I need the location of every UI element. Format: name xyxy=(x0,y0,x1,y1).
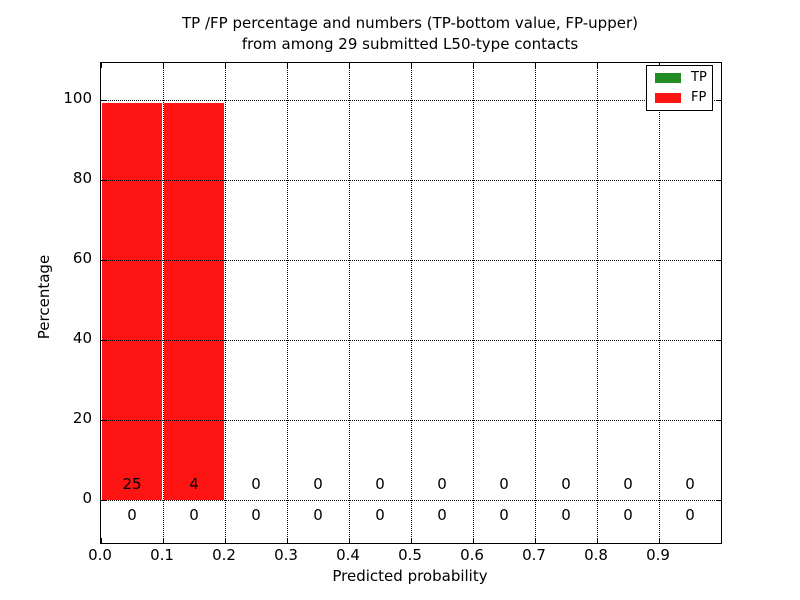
fp-count-label: 0 xyxy=(437,475,447,493)
y-tick-mark xyxy=(716,340,721,341)
x-tick-mark xyxy=(101,538,102,543)
y-tick-label: 0 xyxy=(82,489,92,507)
x-tick-label: 0.2 xyxy=(212,546,236,564)
x-tick-mark xyxy=(535,63,536,68)
x-tick-label: 0.7 xyxy=(522,546,546,564)
legend-fp-label: FP xyxy=(691,90,707,105)
chart-title-line-1: TP /FP percentage and numbers (TP-bottom… xyxy=(182,14,638,32)
tp-count-label: 0 xyxy=(189,506,199,524)
x-tick-mark xyxy=(659,538,660,543)
y-tick-mark xyxy=(716,500,721,501)
x-tick-label: 0.8 xyxy=(584,546,608,564)
y-tick-mark xyxy=(101,340,106,341)
fp-count-label: 0 xyxy=(685,475,695,493)
v-gridline xyxy=(535,63,536,543)
fp-count-label: 0 xyxy=(499,475,509,493)
x-tick-mark xyxy=(473,63,474,68)
x-tick-label: 0.4 xyxy=(336,546,360,564)
x-tick-label: 0.9 xyxy=(646,546,670,564)
y-tick-label: 20 xyxy=(72,409,92,427)
x-tick-mark xyxy=(473,538,474,543)
fp-count-label: 0 xyxy=(313,475,323,493)
legend-tp-label: TP xyxy=(691,70,707,85)
x-tick-mark xyxy=(225,538,226,543)
plot-area: 25 0 4 0 0 0 0 0 0 0 0 0 0 0 0 0 0 0 0 0 xyxy=(100,62,722,544)
tp-count-label: 0 xyxy=(499,506,509,524)
chart-title: TP /FP percentage and numbers (TP-bottom… xyxy=(100,13,720,55)
y-tick-mark xyxy=(101,260,106,261)
x-tick-label: 0.6 xyxy=(460,546,484,564)
y-axis-label: Percentage xyxy=(35,254,53,340)
chart-title-line-2: from among 29 submitted L50-type contact… xyxy=(241,35,579,53)
y-tick-mark xyxy=(101,180,106,181)
y-tick-mark xyxy=(716,180,721,181)
tp-count-label: 0 xyxy=(127,506,137,524)
v-gridline xyxy=(287,63,288,543)
fp-count-label: 4 xyxy=(189,475,199,493)
v-gridline xyxy=(225,63,226,543)
tp-count-label: 0 xyxy=(623,506,633,524)
x-tick-mark xyxy=(597,63,598,68)
v-gridline xyxy=(411,63,412,543)
x-tick-label: 0.5 xyxy=(398,546,422,564)
tp-count-label: 0 xyxy=(437,506,447,524)
x-tick-label: 0.1 xyxy=(150,546,174,564)
legend-row-fp: FP xyxy=(647,91,712,105)
v-gridline xyxy=(349,63,350,543)
y-tick-label: 100 xyxy=(63,89,92,107)
fp-count-label: 0 xyxy=(561,475,571,493)
y-tick-mark xyxy=(101,100,106,101)
x-tick-mark xyxy=(411,63,412,68)
tp-count-label: 0 xyxy=(313,506,323,524)
legend-tp-swatch-icon xyxy=(655,73,681,83)
v-gridline xyxy=(597,63,598,543)
y-tick-label: 60 xyxy=(72,249,92,267)
x-tick-mark xyxy=(163,63,164,68)
v-gridline xyxy=(473,63,474,543)
y-tick-mark xyxy=(716,260,721,261)
y-tick-mark xyxy=(716,100,721,101)
legend-fp-swatch-icon xyxy=(655,93,681,103)
y-tick-mark xyxy=(101,500,106,501)
legend: TP FP xyxy=(646,65,713,111)
x-tick-mark xyxy=(349,538,350,543)
tp-count-label: 0 xyxy=(685,506,695,524)
x-tick-mark xyxy=(411,538,412,543)
x-tick-label: 0.0 xyxy=(88,546,112,564)
x-tick-mark xyxy=(597,538,598,543)
x-axis-label: Predicted probability xyxy=(332,567,488,585)
tp-count-label: 0 xyxy=(251,506,261,524)
v-gridline xyxy=(163,63,164,543)
v-gridline xyxy=(659,63,660,543)
y-tick-mark xyxy=(716,420,721,421)
legend-row-tp: TP xyxy=(647,71,712,85)
x-tick-mark xyxy=(287,538,288,543)
y-tick-label: 40 xyxy=(72,329,92,347)
tp-count-label: 0 xyxy=(561,506,571,524)
fp-count-label: 0 xyxy=(623,475,633,493)
x-tick-label: 0.3 xyxy=(274,546,298,564)
bar-fp xyxy=(164,103,224,500)
bar-fp xyxy=(102,103,162,500)
fp-count-label: 25 xyxy=(122,475,142,493)
y-tick-mark xyxy=(101,420,106,421)
fp-count-label: 0 xyxy=(375,475,385,493)
x-tick-mark xyxy=(225,63,226,68)
x-tick-mark xyxy=(163,538,164,543)
fp-count-label: 0 xyxy=(251,475,261,493)
x-tick-mark xyxy=(349,63,350,68)
x-tick-mark xyxy=(535,538,536,543)
y-tick-label: 80 xyxy=(72,169,92,187)
x-tick-mark xyxy=(287,63,288,68)
x-tick-mark xyxy=(101,63,102,68)
tp-count-label: 0 xyxy=(375,506,385,524)
